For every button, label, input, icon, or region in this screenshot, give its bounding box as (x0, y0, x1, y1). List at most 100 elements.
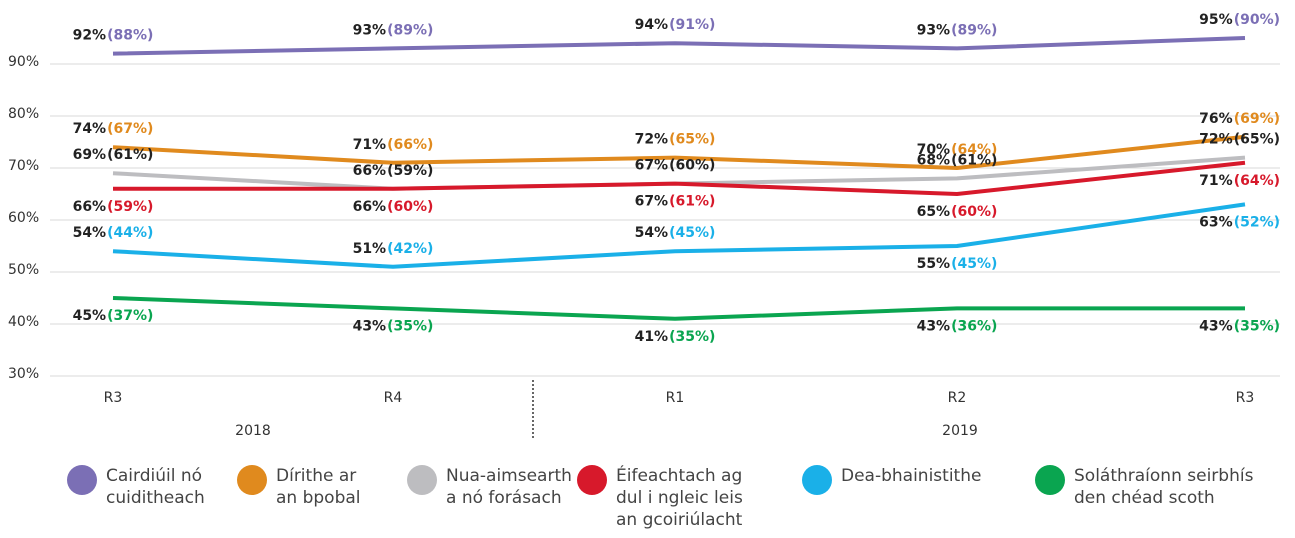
value-label-prior: (42%) (387, 241, 433, 257)
value-label: 94%(91%) (635, 17, 716, 33)
legend-item: Éifeachtach ag dul i ngleic leis an gcoi… (577, 465, 766, 531)
legend-item: Dírithe ar an bpobal (237, 465, 381, 509)
value-label-prior: (60%) (951, 204, 997, 220)
value-label-prior: (36%) (951, 318, 997, 334)
value-label-main: 65% (917, 204, 951, 220)
x-tick-label: R1 (666, 390, 685, 406)
legend-item: Dea-bhainistithe (802, 465, 1021, 495)
value-label-main: 70% (917, 142, 951, 158)
value-label-prior: (52%) (1234, 214, 1280, 230)
value-label-main: 93% (917, 22, 951, 38)
value-label-prior: (64%) (951, 142, 997, 158)
series-line (112, 296, 1245, 321)
legend-swatch (577, 465, 607, 495)
value-label-prior: (61%) (669, 194, 715, 210)
value-label-main: 67% (635, 158, 669, 174)
value-label: 43%(36%) (917, 318, 998, 334)
y-tick-label: 90% (8, 54, 39, 70)
value-label-main: 66% (73, 199, 107, 215)
y-tick-label: 60% (8, 210, 39, 226)
value-label: 41%(35%) (635, 329, 716, 345)
value-label-main: 71% (1199, 173, 1233, 189)
value-label: 71%(64%) (1199, 173, 1280, 189)
year-label: 2019 (942, 423, 978, 439)
value-label: 67%(61%) (635, 194, 716, 210)
value-label-prior: (66%) (387, 137, 433, 153)
value-label-prior: (89%) (951, 22, 997, 38)
value-label-main: 55% (917, 256, 951, 272)
value-label-main: 93% (353, 22, 387, 38)
legend-item: Nua-aimsearth a nó forásach (407, 465, 586, 509)
legend-label: Éifeachtach ag dul i ngleic leis an gcoi… (616, 466, 743, 530)
value-label: 66%(59%) (73, 199, 154, 215)
value-label-prior: (37%) (107, 308, 153, 324)
value-label: 68%(61%) (917, 152, 998, 168)
value-label: 69%(61%) (73, 147, 154, 163)
value-label: 55%(45%) (917, 256, 998, 272)
legend-label: Dírithe ar an bpobal (276, 466, 361, 508)
value-label: 71%(66%) (353, 137, 434, 153)
value-label-prior: (65%) (669, 132, 715, 148)
series-line (112, 202, 1246, 269)
legend-swatch (67, 465, 97, 495)
x-tick-label: R4 (384, 390, 403, 406)
value-label-prior: (35%) (669, 329, 715, 345)
value-label-prior: (35%) (387, 318, 433, 334)
legend-label: Soláthraíonn seirbhís den chéad scoth (1074, 466, 1254, 508)
value-label: 66%(59%) (353, 163, 434, 179)
value-label: 70%(64%) (917, 142, 998, 158)
value-label-main: 92% (73, 28, 107, 44)
value-label-main: 71% (353, 137, 387, 153)
value-label: 72%(65%) (1199, 132, 1280, 148)
value-label-prior: (60%) (669, 158, 715, 174)
y-tick-label: 80% (8, 106, 39, 122)
value-label-main: 41% (635, 329, 669, 345)
legend-swatch (407, 465, 437, 495)
legend-label: Cairdiúil nó cuiditheach (106, 466, 205, 508)
x-tick-label: R3 (1236, 390, 1255, 406)
value-label: 95%(90%) (1199, 12, 1280, 28)
chart: 30% 40% 50% 60% 70% 80% 90% R3 R4 R1 R2 R3 2018 2019 9… (8, 12, 1280, 440)
value-label: 51%(42%) (353, 241, 434, 257)
value-label-main: 69% (73, 147, 107, 163)
value-label-main: 74% (73, 121, 107, 137)
value-label: 43%(35%) (1199, 318, 1280, 334)
value-label-main: 67% (635, 194, 669, 210)
legend-item: Soláthraíonn seirbhís den chéad scoth (1035, 465, 1284, 509)
legend-swatch (1035, 465, 1065, 495)
value-label: 45%(37%) (73, 308, 154, 324)
legend-label: Dea-bhainistithe (841, 466, 982, 486)
value-label-prior: (35%) (1234, 318, 1280, 334)
value-label: 54%(44%) (73, 225, 154, 241)
y-tick-label: 40% (8, 314, 39, 330)
value-label: 93%(89%) (353, 22, 434, 38)
series-line (112, 134, 1246, 170)
year-label: 2018 (235, 423, 271, 439)
value-label-main: 94% (635, 17, 669, 33)
value-label-main: 45% (73, 308, 107, 324)
value-label-prior: (90%) (1234, 12, 1280, 28)
value-label-prior: (61%) (107, 147, 153, 163)
value-label-prior: (88%) (107, 28, 153, 44)
legend-swatch (237, 465, 267, 495)
value-label-main: 63% (1199, 214, 1233, 230)
legend-label: Nua-aimsearth a nó forásach (446, 466, 572, 508)
value-label-main: 76% (1199, 111, 1233, 127)
series-line (112, 36, 1246, 56)
y-tick-label: 70% (8, 158, 39, 174)
value-label-prior: (45%) (669, 225, 715, 241)
value-label: 92%(88%) (73, 28, 154, 44)
x-tick-label: R2 (948, 390, 967, 406)
value-label-main: 43% (1199, 318, 1233, 334)
value-label-main: 72% (1199, 132, 1233, 148)
x-tick-label: R3 (104, 390, 123, 406)
value-label: 54%(45%) (635, 225, 716, 241)
value-label-main: 43% (917, 318, 951, 334)
legend-swatch (802, 465, 832, 495)
value-label: 93%(89%) (917, 22, 998, 38)
value-label-main: 66% (353, 199, 387, 215)
value-label: 43%(35%) (353, 318, 434, 334)
value-label: 76%(69%) (1199, 111, 1280, 127)
value-label-main: 54% (635, 225, 669, 241)
